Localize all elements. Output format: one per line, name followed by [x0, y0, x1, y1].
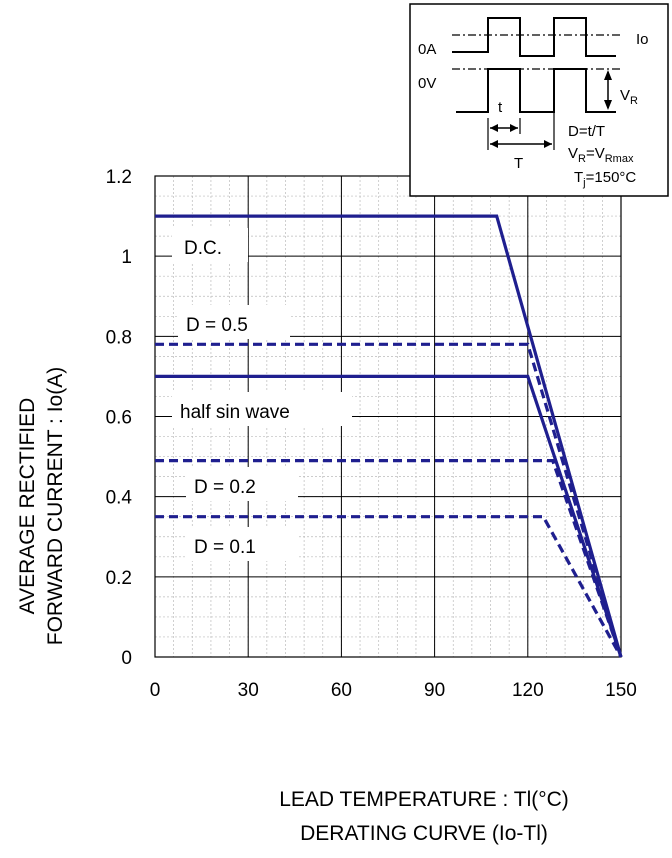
- y-tick-labels: 0 0.2 0.4 0.6 0.8 1 1.2: [106, 167, 133, 669]
- svg-text:D.C.: D.C.: [184, 238, 222, 259]
- inset-label-vr: VR: [620, 87, 638, 107]
- inset-label-t-small: t: [498, 99, 503, 116]
- series-line-1: [155, 342, 623, 658]
- y-tick-label: 1.2: [106, 167, 132, 188]
- series-label-dc: D.C.: [172, 228, 248, 262]
- inset-label-io: Io: [636, 31, 649, 48]
- svg-text:D = 0.2: D = 0.2: [194, 477, 256, 498]
- chart-caption: DERATING CURVE (Io-Tl): [300, 822, 548, 845]
- series-line-3: [155, 459, 623, 658]
- waveform-inset: Io 0A 0V t T VR D=t/T VR=VRmax Tj=150°C: [409, 3, 669, 197]
- inset-eq-vr: VR=VRmax: [568, 145, 634, 165]
- x-tick-label: 60: [331, 680, 352, 701]
- series-line-4: [155, 515, 623, 658]
- svg-text:D = 0.1: D = 0.1: [194, 537, 256, 558]
- svg-text:half sin wave: half sin wave: [180, 402, 290, 423]
- series-line-0: [155, 214, 623, 658]
- x-tick-labels: 0 30 60 90 120 150: [150, 680, 637, 701]
- y-axis-title-line2: FORWARD CURRENT : Io(A): [44, 367, 67, 645]
- inset-label-0v: 0V: [418, 75, 436, 92]
- svg-text:D = 0.5: D = 0.5: [186, 315, 248, 336]
- plot-frame: [154, 175, 622, 658]
- x-axis-title: LEAD TEMPERATURE : Tl(°C): [279, 788, 569, 811]
- y-tick-label: 0.4: [106, 488, 133, 509]
- y-tick-label: 0.8: [106, 327, 132, 348]
- x-tick-label: 30: [238, 680, 259, 701]
- inset-label-t-big: T: [514, 155, 523, 172]
- y-axis-title-line1: AVERAGE RECTIFIED: [16, 398, 39, 615]
- y-tick-label: 0: [121, 648, 132, 669]
- series-label-half-sin: half sin wave: [172, 392, 352, 426]
- series-label-d01: D = 0.1: [186, 527, 298, 561]
- x-tick-label: 150: [605, 680, 637, 701]
- series-label-d02: D = 0.2: [186, 467, 298, 501]
- x-tick-label: 0: [150, 680, 161, 701]
- x-tick-label: 90: [424, 680, 445, 701]
- y-tick-label: 0.2: [106, 568, 132, 589]
- y-tick-label: 0.6: [106, 408, 132, 429]
- x-tick-label: 120: [512, 680, 544, 701]
- series-lines: [155, 214, 623, 658]
- y-tick-label: 1: [121, 247, 132, 268]
- inset-label-0a: 0A: [418, 41, 436, 58]
- series-label-d05: D = 0.5: [178, 305, 290, 339]
- inset-eq-duty: D=t/T: [568, 123, 605, 140]
- inset-eq-tj: Tj=150°C: [574, 169, 636, 189]
